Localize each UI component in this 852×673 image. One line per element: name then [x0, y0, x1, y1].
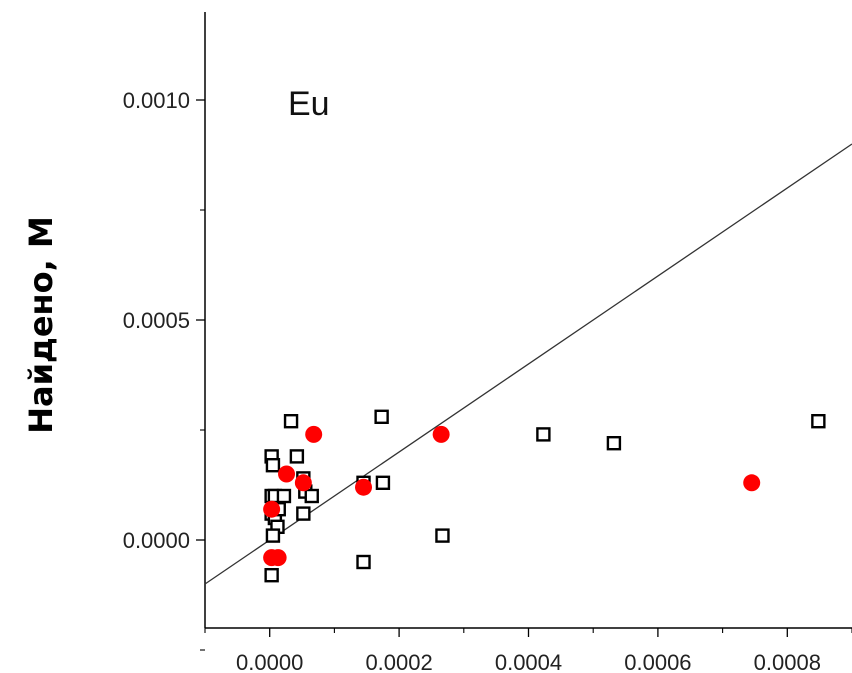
- square-point: [276, 488, 292, 504]
- axis-ticks: [196, 99, 852, 651]
- axis-tick-labels: 0.0000 0.0002 0.0004 0.0006 0.0008 0.0000 0.00…: [123, 88, 821, 673]
- circle-point: [269, 549, 287, 567]
- circle-point: [355, 478, 373, 496]
- square-point: [283, 414, 299, 429]
- square-point: [265, 528, 281, 543]
- square-point: [304, 488, 319, 504]
- y-tick-label: 0.0000: [123, 528, 190, 553]
- x-tick-label: 0.0006: [624, 650, 691, 673]
- circle-point: [278, 465, 296, 483]
- square-point: [606, 436, 622, 451]
- y-axis-label: Найдено, М: [22, 216, 60, 434]
- square-point: [375, 475, 391, 490]
- square-point: [289, 449, 305, 464]
- square-point: [356, 554, 371, 570]
- square-point: [374, 409, 389, 424]
- data-points: [263, 409, 826, 583]
- circle-point: [305, 425, 323, 443]
- circle-point: [432, 425, 450, 443]
- square-point: [296, 506, 311, 521]
- chart-annotation: Eu: [288, 85, 330, 123]
- y-tick-label: 0.0005: [123, 308, 190, 333]
- circle-point: [743, 474, 761, 492]
- x-tick-label: 0.0002: [365, 650, 432, 673]
- x-tick-label: 0.0008: [754, 650, 821, 673]
- y-tick-label: 0.0010: [123, 88, 190, 113]
- square-point: [435, 528, 450, 543]
- square-point: [264, 568, 279, 583]
- reference-line: [204, 143, 852, 585]
- circle-point: [294, 474, 312, 492]
- x-tick-label: 0.0004: [495, 650, 562, 673]
- square-point: [811, 414, 826, 429]
- square-point: [265, 458, 281, 473]
- circle-point: [263, 500, 281, 518]
- square-point: [536, 427, 551, 442]
- x-tick-label: 0.0000: [236, 650, 303, 673]
